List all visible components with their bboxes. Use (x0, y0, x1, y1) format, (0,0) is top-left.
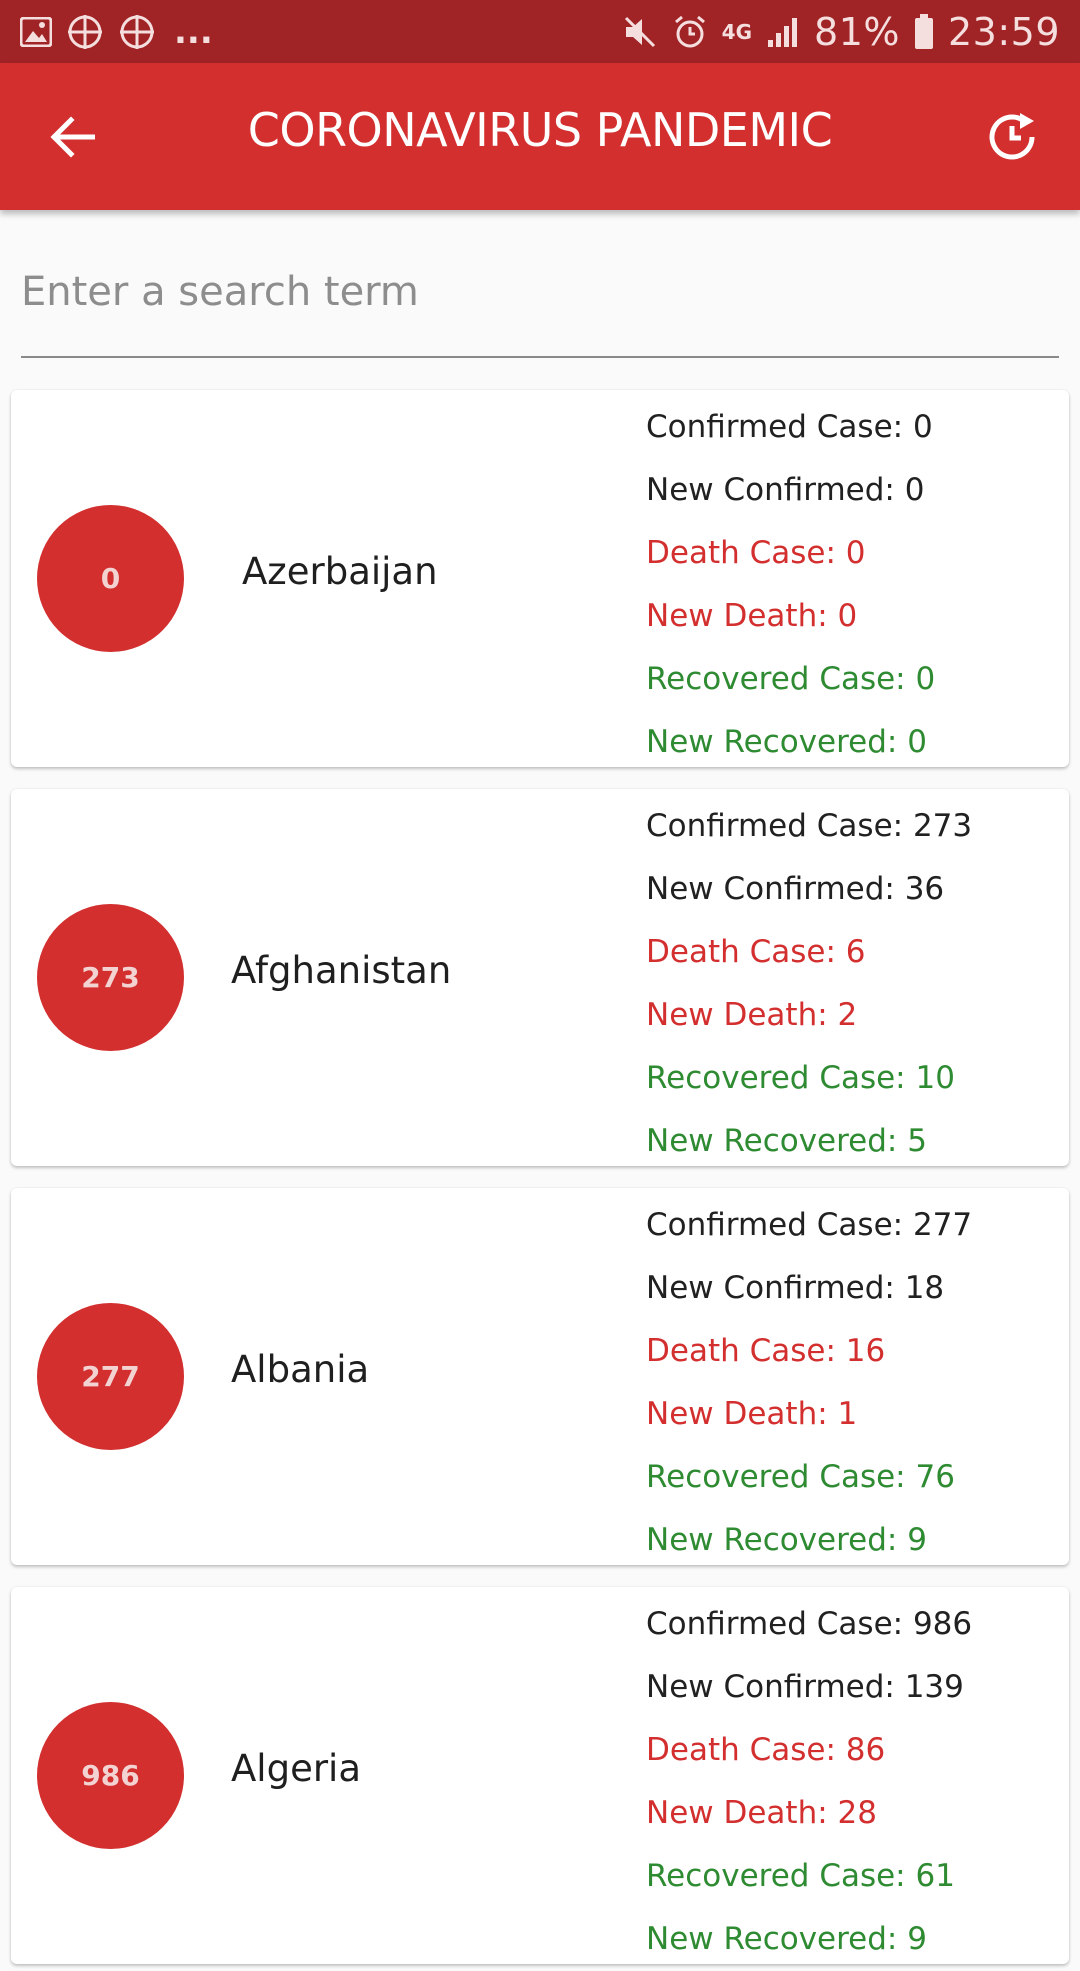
recovered-case: Recovered Case: 61 (646, 1858, 955, 1894)
country-card[interactable]: 986 Algeria Confirmed Case: 986 New Conf… (11, 1587, 1069, 1964)
new-death: New Death: 0 (646, 598, 858, 634)
country-name: Albania (231, 1348, 370, 1391)
search-input[interactable] (21, 252, 1059, 332)
confirmed-count-badge: 277 (37, 1303, 184, 1450)
refresh-button[interactable] (978, 103, 1046, 171)
confirmed-count-badge: 273 (37, 904, 184, 1051)
country-name: Afghanistan (231, 949, 452, 992)
clock: 23:59 (947, 9, 1060, 54)
new-confirmed: New Confirmed: 18 (646, 1270, 945, 1306)
crosshair-notification-icon (68, 14, 102, 49)
confirmed-case: Confirmed Case: 277 (646, 1207, 973, 1243)
new-recovered: New Recovered: 9 (646, 1921, 927, 1957)
new-confirmed: New Confirmed: 0 (646, 472, 925, 508)
country-card[interactable]: 0 Azerbaijan Confirmed Case: 0 New Confi… (11, 390, 1069, 767)
image-notification-icon (20, 16, 52, 47)
app-bar: CORONAVIRUS PANDEMIC (0, 63, 1080, 210)
country-stats: Confirmed Case: 273 New Confirmed: 36 De… (646, 795, 1066, 1173)
status-notifications: ... (20, 12, 213, 52)
recovered-case: Recovered Case: 0 (646, 661, 936, 697)
recovered-case: Recovered Case: 76 (646, 1459, 955, 1495)
confirmed-count-badge: 0 (37, 505, 184, 652)
battery-percent: 81% (814, 9, 900, 54)
death-case: Death Case: 86 (646, 1732, 886, 1768)
crosshair-notification-icon (120, 14, 154, 49)
new-recovered: New Recovered: 5 (646, 1123, 927, 1159)
alarm-icon (674, 15, 705, 47)
history-refresh-icon (989, 113, 1035, 160)
battery-icon (914, 13, 933, 49)
country-card[interactable]: 277 Albania Confirmed Case: 277 New Conf… (11, 1188, 1069, 1565)
mute-icon (624, 16, 655, 47)
new-death: New Death: 2 (646, 997, 858, 1033)
new-confirmed: New Confirmed: 36 (646, 871, 945, 907)
country-stats: Confirmed Case: 986 New Confirmed: 139 D… (646, 1593, 1066, 1971)
new-death: New Death: 1 (646, 1396, 858, 1432)
new-recovered: New Recovered: 0 (646, 724, 927, 760)
country-card[interactable]: 273 Afghanistan Confirmed Case: 273 New … (11, 789, 1069, 1166)
country-name: Algeria (231, 1747, 362, 1790)
confirmed-count-badge: 986 (37, 1702, 184, 1849)
new-death: New Death: 28 (646, 1795, 877, 1831)
confirmed-case: Confirmed Case: 986 (646, 1606, 973, 1642)
country-stats: Confirmed Case: 277 New Confirmed: 18 De… (646, 1194, 1066, 1572)
status-bar: ... 4G 81% 23:59 (0, 0, 1080, 63)
signal-icon (768, 17, 798, 47)
back-button[interactable] (40, 105, 104, 169)
death-case: Death Case: 0 (646, 535, 866, 571)
search-field (21, 252, 1059, 358)
page-title: CORONAVIRUS PANDEMIC (247, 103, 833, 157)
death-case: Death Case: 6 (646, 934, 866, 970)
confirmed-case: Confirmed Case: 273 (646, 808, 973, 844)
country-name: Azerbaijan (242, 550, 438, 593)
status-system: 4G 81% 23:59 (622, 10, 1060, 54)
death-case: Death Case: 16 (646, 1333, 886, 1369)
more-notifications-indicator: ... (174, 11, 213, 52)
arrow-left-icon (50, 116, 95, 158)
country-stats: Confirmed Case: 0 New Confirmed: 0 Death… (646, 396, 1066, 774)
new-confirmed: New Confirmed: 139 (646, 1669, 964, 1705)
network-type-label: 4G (721, 19, 753, 44)
confirmed-case: Confirmed Case: 0 (646, 409, 933, 445)
new-recovered: New Recovered: 9 (646, 1522, 927, 1558)
recovered-case: Recovered Case: 10 (646, 1060, 955, 1096)
